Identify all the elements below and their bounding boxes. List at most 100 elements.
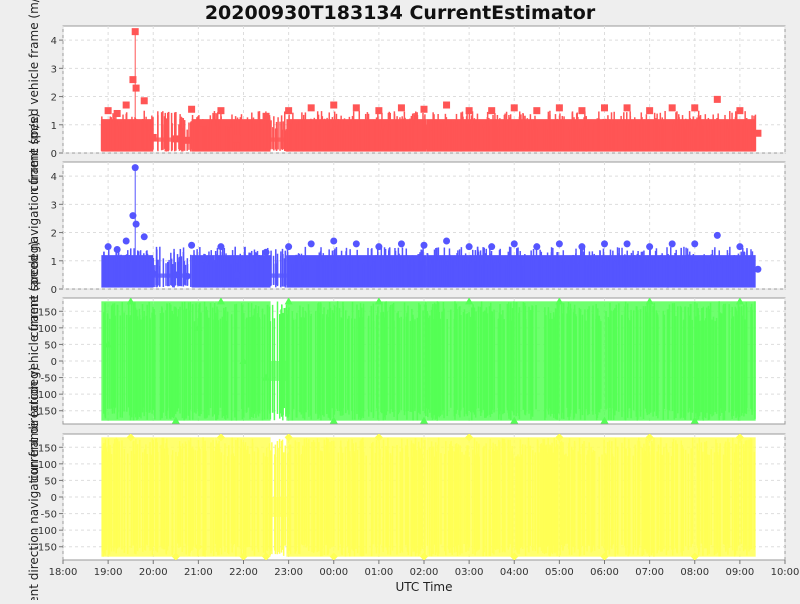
data-point — [465, 434, 474, 442]
chart-title: 20200930T183134 CurrentEstimator — [205, 2, 596, 24]
x-tick-label: 07:00 — [635, 567, 664, 578]
data-point — [113, 109, 121, 117]
x-tick-label: 22:00 — [229, 567, 258, 578]
x-tick-label: 18:00 — [49, 567, 78, 578]
data-point — [601, 104, 608, 112]
series-marks — [101, 434, 756, 560]
data-point — [374, 434, 383, 442]
data-point — [352, 240, 360, 248]
data-point — [646, 243, 654, 251]
y-tick-label: -150 — [34, 407, 57, 418]
series-marks — [101, 298, 756, 424]
data-point — [217, 243, 225, 251]
y-tick-label: 150 — [38, 443, 57, 454]
x-tick-label: 03:00 — [455, 567, 484, 578]
data-point — [465, 107, 473, 115]
x-tick-label: 20:00 — [139, 567, 168, 578]
y-tick-label: 0 — [51, 285, 57, 296]
series-marks — [100, 28, 762, 152]
data-point — [754, 129, 762, 137]
data-point — [668, 104, 676, 112]
data-point — [420, 105, 428, 113]
data-point — [262, 373, 271, 381]
data-point — [420, 552, 428, 560]
data-point — [420, 416, 428, 424]
data-point — [216, 298, 225, 305]
data-point — [510, 416, 519, 424]
data-point — [555, 298, 564, 305]
x-tick-label: 21:00 — [184, 567, 213, 578]
x-tick-label: 08:00 — [680, 567, 709, 578]
data-point — [140, 97, 148, 105]
data-point — [262, 112, 270, 120]
data-point — [149, 133, 157, 141]
data-point — [233, 135, 241, 143]
data-point — [104, 107, 112, 115]
data-points — [104, 164, 762, 280]
data-point — [646, 107, 654, 115]
y-tick-label: -100 — [34, 390, 57, 401]
data-point — [555, 104, 563, 112]
data-point — [239, 357, 248, 364]
data-points — [104, 28, 762, 144]
data-point — [668, 240, 676, 248]
y-tick-label: 100 — [38, 324, 57, 335]
data-point — [623, 240, 631, 248]
y-tick-label: 3 — [51, 200, 57, 211]
data-point — [713, 95, 721, 103]
data-point — [329, 416, 338, 424]
data-point — [397, 240, 405, 248]
data-point — [129, 212, 137, 220]
data-point — [285, 243, 293, 251]
data-point — [533, 107, 541, 115]
data-point — [284, 434, 293, 442]
data-point — [420, 241, 428, 249]
data-point — [172, 135, 180, 143]
data-point — [140, 233, 148, 241]
y-axis-label: current direction navigation frame (arcd… — [27, 367, 41, 600]
data-point — [104, 459, 113, 468]
data-point — [122, 101, 130, 109]
x-tick-label: 01:00 — [364, 567, 393, 578]
data-point — [113, 245, 121, 253]
x-tick-label: 09:00 — [725, 567, 754, 578]
data-point — [375, 107, 383, 115]
data-point — [601, 240, 608, 248]
density-band — [214, 437, 271, 557]
data-point — [465, 298, 474, 305]
density-band — [270, 273, 287, 278]
data-point — [330, 101, 338, 109]
y-tick-label: -100 — [34, 526, 57, 537]
data-point — [510, 552, 519, 560]
data-point — [129, 76, 137, 84]
data-point — [183, 136, 191, 144]
x-tick-label: 23:00 — [274, 567, 303, 578]
y-tick-label: -50 — [41, 510, 57, 521]
data-point — [736, 107, 744, 115]
data-point — [352, 104, 360, 112]
data-point — [239, 552, 248, 560]
x-tick-label: 05:00 — [545, 567, 574, 578]
data-point — [171, 416, 180, 424]
data-point — [578, 243, 586, 251]
data-point — [126, 434, 135, 442]
data-point — [149, 269, 157, 277]
y-tick-label: 2 — [51, 229, 57, 240]
data-point — [735, 434, 744, 442]
data-point — [736, 243, 744, 251]
data-point — [132, 220, 140, 228]
data-point — [194, 542, 203, 551]
x-tick-label: 06:00 — [590, 567, 619, 578]
data-point — [233, 271, 241, 279]
data-point — [510, 240, 518, 248]
data-point — [122, 237, 130, 245]
data-point — [443, 237, 451, 245]
y-tick-label: -150 — [34, 543, 57, 554]
x-tick-label: 04:00 — [500, 567, 529, 578]
x-axis-ticks: 18:00 19:00 20:00 21:00 22:00 23:00 00:00 01:00… — [49, 560, 799, 578]
panel-2: 0 1 2 3 4 current speed navigation frame (m/s… — [27, 113, 786, 338]
